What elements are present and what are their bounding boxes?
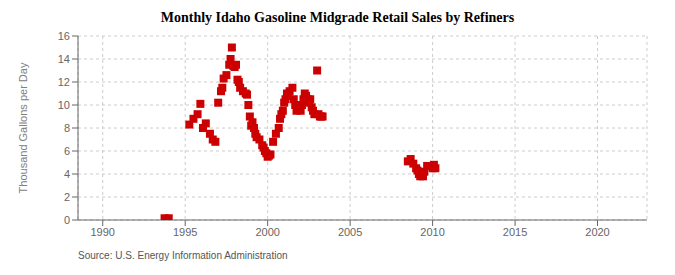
svg-text:2000: 2000 [255, 226, 279, 238]
svg-text:2: 2 [64, 191, 70, 203]
svg-text:2020: 2020 [585, 226, 609, 238]
svg-text:0: 0 [64, 214, 70, 226]
svg-text:2005: 2005 [338, 226, 362, 238]
svg-text:12: 12 [58, 76, 70, 88]
svg-text:14: 14 [58, 53, 70, 65]
svg-text:1995: 1995 [173, 226, 197, 238]
svg-text:Thousand Gallons per Day: Thousand Gallons per Day [17, 62, 29, 193]
svg-text:6: 6 [64, 145, 70, 157]
svg-text:8: 8 [64, 122, 70, 134]
svg-text:16: 16 [58, 30, 70, 42]
svg-text:2010: 2010 [420, 226, 444, 238]
html-text:Monthly Idaho Gasoline Midgrad: Monthly Idaho Gasoline Midgrade Retail S… [160, 10, 515, 25]
svg-text:10: 10 [58, 99, 70, 111]
svg-text:1990: 1990 [90, 226, 114, 238]
svg-text:2015: 2015 [503, 226, 527, 238]
svg-text:4: 4 [64, 168, 70, 180]
html-text:Source: U.S. Energy Informatio: Source: U.S. Energy Information Administ… [78, 250, 288, 261]
